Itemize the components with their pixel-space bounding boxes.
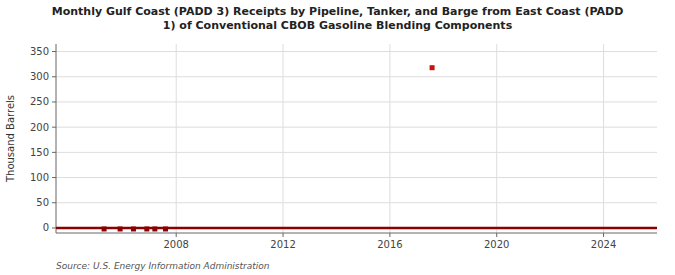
y-grid-line (56, 127, 657, 128)
y-grid-line (56, 101, 657, 102)
x-tick-label: 2020 (484, 239, 509, 250)
y-tick-label: 50 (36, 197, 49, 208)
title: Monthly Gulf Coast (PADD 3) Receipts by … (52, 5, 624, 32)
point (152, 226, 157, 231)
source-note: Source: U.S. Energy Information Administ… (56, 261, 270, 271)
y-grid-line (56, 152, 657, 153)
y-tick (52, 152, 56, 153)
y-tick-label: 100 (30, 172, 49, 183)
x-grid-line (283, 44, 284, 233)
y-grid-line (56, 51, 657, 52)
y-tick-label: 150 (30, 147, 49, 158)
y-axis-label: Thousand Barrels (5, 95, 16, 183)
x-grid-line (603, 44, 604, 233)
y-tick-label: 350 (30, 46, 49, 57)
x-tick-label: 2012 (270, 239, 295, 250)
point (131, 226, 136, 231)
x-tick-label: 2016 (377, 239, 402, 250)
point (163, 226, 168, 231)
x-tick (176, 233, 177, 237)
x-grid-line (176, 44, 177, 233)
y-tick (52, 51, 56, 52)
x-tick (496, 233, 497, 237)
title-line: Monthly Gulf Coast (PADD 3) Receipts by … (52, 5, 624, 18)
x-tick (603, 233, 604, 237)
y-tick (52, 227, 56, 228)
chart: Monthly Gulf Coast (PADD 3) Receipts by … (0, 0, 675, 275)
x-tick-label: 2024 (591, 239, 616, 250)
x-tick-label: 2008 (163, 239, 188, 250)
y-tick-label: 250 (30, 96, 49, 107)
plot-area (56, 65, 657, 231)
y-grid-line (56, 76, 657, 77)
y-tick (52, 101, 56, 102)
point (144, 226, 149, 231)
y-grid-line (56, 202, 657, 203)
x-grid-line (496, 44, 497, 233)
grid (56, 44, 657, 233)
axes: 0 50 100 150 200 250 300 350 2008 2012 2016 2020 202… (30, 44, 657, 250)
y-axis-line (56, 44, 57, 233)
x-axis-line (56, 233, 657, 234)
y-tick (52, 76, 56, 77)
title-line: 1) of Conventional CBOB Gasoline Blendin… (163, 19, 513, 32)
y-tick (52, 202, 56, 203)
x-grid-line (389, 44, 390, 233)
point (118, 226, 123, 231)
y-tick (52, 177, 56, 178)
y-tick-label: 300 (30, 71, 49, 82)
y-tick (52, 127, 56, 128)
x-tick (283, 233, 284, 237)
y-tick-label: 0 (43, 222, 49, 233)
point (102, 226, 107, 231)
y-tick-label: 200 (30, 122, 49, 133)
x-tick (389, 233, 390, 237)
y-grid-line (56, 177, 657, 178)
point (430, 65, 435, 70)
